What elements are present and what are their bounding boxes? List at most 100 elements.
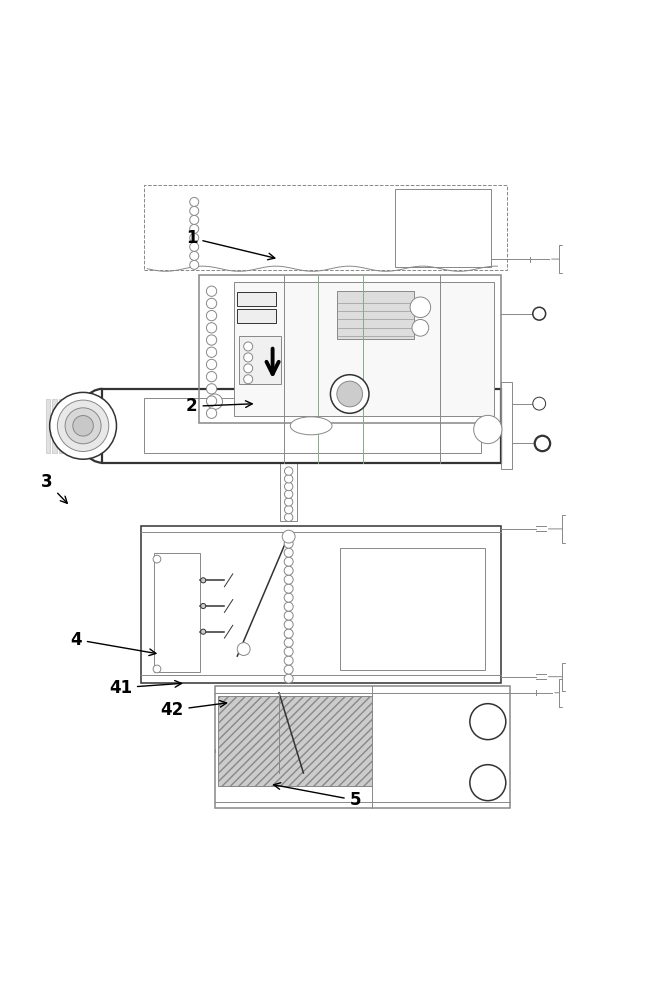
Circle shape (207, 347, 216, 357)
Circle shape (207, 372, 216, 382)
Circle shape (190, 224, 199, 233)
Circle shape (284, 602, 293, 611)
Circle shape (284, 548, 293, 557)
Circle shape (190, 197, 199, 206)
Bar (340, 548, 485, 670)
Circle shape (474, 415, 502, 444)
Circle shape (190, 242, 199, 251)
Circle shape (284, 629, 293, 638)
Circle shape (412, 319, 429, 336)
Circle shape (284, 557, 293, 566)
Circle shape (207, 286, 216, 296)
Circle shape (284, 490, 293, 498)
Circle shape (284, 647, 293, 656)
Circle shape (190, 251, 199, 260)
Bar (501, 382, 512, 469)
Circle shape (470, 704, 506, 740)
Circle shape (337, 381, 362, 407)
Circle shape (470, 765, 506, 801)
Circle shape (244, 342, 253, 351)
Bar (234, 282, 494, 416)
Circle shape (50, 392, 117, 459)
Circle shape (284, 505, 293, 514)
Circle shape (207, 394, 222, 409)
Circle shape (410, 297, 431, 318)
Circle shape (284, 665, 293, 674)
Text: 3: 3 (41, 473, 67, 503)
Bar (337, 291, 414, 339)
Text: 4: 4 (70, 631, 156, 656)
Bar (281, 463, 297, 521)
Circle shape (153, 665, 161, 673)
Circle shape (201, 578, 206, 583)
Bar (199, 275, 501, 423)
Circle shape (284, 575, 293, 584)
Bar (144, 185, 507, 270)
Circle shape (207, 359, 216, 370)
Circle shape (284, 539, 293, 548)
Circle shape (284, 584, 293, 593)
Text: 1: 1 (186, 229, 275, 260)
Circle shape (207, 298, 216, 309)
Circle shape (284, 566, 293, 575)
Circle shape (330, 375, 369, 413)
Circle shape (533, 397, 546, 410)
Circle shape (190, 206, 199, 215)
Bar (84, 399, 89, 453)
Circle shape (284, 620, 293, 629)
Bar (395, 189, 491, 267)
Circle shape (284, 611, 293, 620)
Bar (102, 389, 501, 463)
Bar (71, 399, 76, 453)
Bar (237, 292, 276, 306)
Ellipse shape (290, 417, 332, 435)
Circle shape (284, 674, 293, 683)
Bar (46, 399, 51, 453)
Circle shape (237, 643, 250, 655)
Text: 41: 41 (109, 679, 181, 697)
Bar (239, 336, 281, 384)
Circle shape (284, 475, 293, 483)
Circle shape (201, 603, 206, 609)
Circle shape (284, 498, 293, 506)
Circle shape (190, 215, 199, 224)
Bar (78, 399, 82, 453)
Text: 2: 2 (186, 397, 252, 415)
Circle shape (283, 530, 295, 543)
Circle shape (284, 656, 293, 665)
Circle shape (207, 396, 216, 406)
Bar (65, 399, 69, 453)
Bar (141, 526, 501, 683)
Circle shape (284, 467, 293, 475)
Text: 42: 42 (160, 701, 227, 719)
Circle shape (535, 436, 550, 451)
Bar (144, 398, 481, 453)
Circle shape (284, 513, 293, 522)
Circle shape (244, 375, 253, 384)
Circle shape (244, 353, 253, 362)
Circle shape (533, 307, 546, 320)
Circle shape (207, 335, 216, 345)
Bar (154, 553, 200, 672)
Circle shape (190, 260, 199, 269)
Polygon shape (218, 696, 372, 786)
Bar (237, 309, 276, 323)
Circle shape (58, 400, 109, 451)
Circle shape (207, 384, 216, 394)
Text: 5: 5 (273, 783, 361, 809)
Circle shape (207, 323, 216, 333)
Circle shape (284, 482, 293, 491)
Bar (284, 375, 303, 389)
Circle shape (207, 310, 216, 321)
Circle shape (190, 233, 199, 242)
Circle shape (73, 416, 93, 436)
Bar (59, 399, 63, 453)
Bar (52, 399, 57, 453)
Circle shape (207, 408, 216, 418)
Circle shape (284, 593, 293, 602)
Bar (214, 686, 511, 808)
Circle shape (65, 408, 101, 444)
Circle shape (153, 555, 161, 563)
Circle shape (284, 638, 293, 647)
Circle shape (201, 629, 206, 634)
